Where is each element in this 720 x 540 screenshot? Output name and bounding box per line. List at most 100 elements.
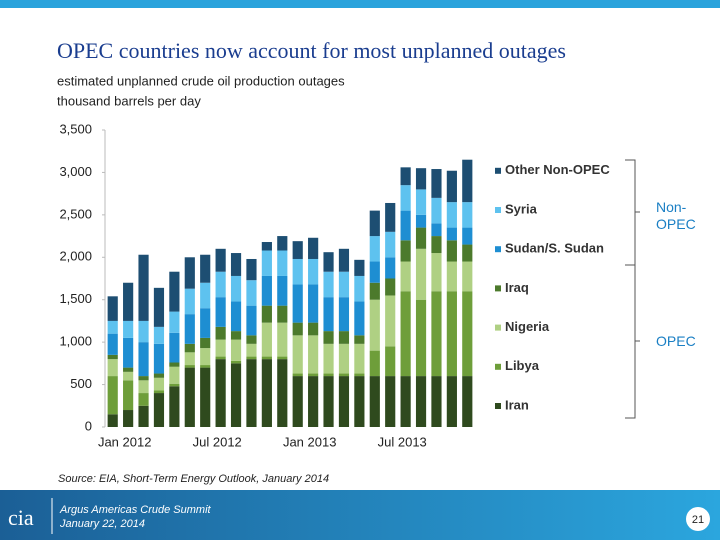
legend-label: Sudan/S. Sudan	[505, 241, 604, 256]
y-tick-label: 1,000	[59, 334, 92, 349]
bar-segment	[261, 305, 272, 323]
legend-swatch	[495, 403, 501, 409]
bar-segment	[462, 376, 473, 427]
bar-segment	[200, 282, 211, 309]
bar-segment	[230, 363, 242, 427]
bracket	[625, 159, 640, 266]
bar-segment	[107, 359, 118, 377]
bar-segment	[246, 359, 257, 427]
bar-segment	[230, 253, 242, 276]
bar-segment	[354, 275, 365, 302]
bar-segment	[123, 337, 134, 368]
bar-segment	[338, 373, 350, 377]
group-label: OPEC	[656, 333, 696, 349]
bar-segment	[446, 261, 457, 292]
top-bar	[0, 0, 720, 8]
bar-segment	[184, 314, 195, 344]
bar-segment	[215, 326, 226, 340]
bar-segment	[246, 356, 257, 360]
bar-segment	[246, 305, 257, 336]
bar-segment	[431, 223, 442, 237]
bar-segment	[107, 354, 118, 360]
legend-label: Other Non-OPEC	[505, 162, 610, 177]
bar-segment	[215, 359, 226, 427]
bar-segment	[169, 332, 180, 363]
legend-label: Iraq	[505, 280, 529, 295]
bar-segment	[354, 376, 365, 427]
bar-segment	[415, 227, 427, 249]
bar-segment	[277, 250, 288, 276]
bar-segment	[323, 252, 334, 272]
bar-segment	[277, 305, 288, 323]
bar-segment	[431, 376, 442, 427]
bar-segment	[400, 376, 411, 427]
legend-swatch	[495, 285, 501, 292]
bar-segment	[431, 291, 442, 377]
y-tick-label: 0	[85, 418, 92, 433]
bar-segment	[415, 189, 427, 215]
footer-band	[0, 490, 720, 540]
bar-segment	[107, 414, 118, 427]
y-tick-label: 1,500	[59, 291, 92, 306]
source: Source: EIA, Short-Term Energy Outlook, …	[58, 473, 329, 485]
bar-segment	[323, 376, 334, 427]
logo: cia	[8, 505, 34, 530]
bar-segment	[385, 278, 396, 296]
bar-segment	[261, 356, 272, 360]
bar-segment	[215, 248, 226, 272]
bar-segment	[462, 202, 473, 228]
legend-swatch	[495, 167, 501, 174]
bar-segment	[184, 352, 195, 366]
bar-segment	[138, 254, 149, 321]
bar-segment	[169, 271, 180, 312]
bar-segment	[415, 376, 427, 427]
bar-segment	[230, 275, 242, 302]
bar-segment	[385, 257, 396, 279]
bar-segment	[369, 299, 380, 351]
bar-segment	[261, 359, 272, 427]
bar-segment	[354, 343, 365, 374]
bar-segment	[385, 346, 396, 377]
bar-segment	[308, 376, 319, 427]
legend-swatch	[495, 207, 501, 213]
bar-segment	[308, 373, 319, 377]
bar-segment	[200, 337, 211, 349]
bar-segment	[354, 373, 365, 377]
bar-segment	[123, 320, 134, 338]
bar-segment	[400, 167, 411, 186]
bar-segment	[354, 301, 365, 336]
bar-segment	[462, 261, 473, 292]
bar-segment	[138, 342, 149, 377]
bar-segment	[385, 202, 396, 232]
bar-segment	[261, 242, 272, 251]
bar-segment	[338, 271, 350, 298]
legend-swatch	[495, 246, 501, 253]
bar-segment	[292, 258, 303, 285]
bar-segment	[200, 348, 211, 366]
bar-segment	[292, 284, 303, 323]
bar-segment	[446, 291, 457, 377]
bar-segment	[431, 169, 442, 198]
bar-segment	[153, 373, 165, 378]
bar-segment	[338, 343, 350, 374]
bar-segment	[261, 275, 272, 306]
bar-segment	[338, 248, 350, 272]
legend-label: Syria	[505, 201, 538, 216]
bar-segment	[107, 376, 118, 415]
bar-segment	[308, 284, 319, 323]
bar-segment	[246, 335, 257, 344]
bar-segment	[277, 322, 288, 357]
footer-event: Argus Americas Crude Summit	[59, 504, 212, 516]
bar-segment	[446, 376, 457, 427]
bar-segment	[138, 405, 149, 427]
bar-segment	[338, 376, 350, 427]
bar-segment	[431, 197, 442, 224]
bar-segment	[215, 297, 226, 327]
bar-segment	[369, 282, 380, 300]
bar-segment	[184, 288, 195, 315]
bar-segment	[323, 373, 334, 377]
bar-segment	[230, 301, 242, 332]
bar-segment	[308, 258, 319, 285]
y-tick-label: 2,000	[59, 249, 92, 264]
